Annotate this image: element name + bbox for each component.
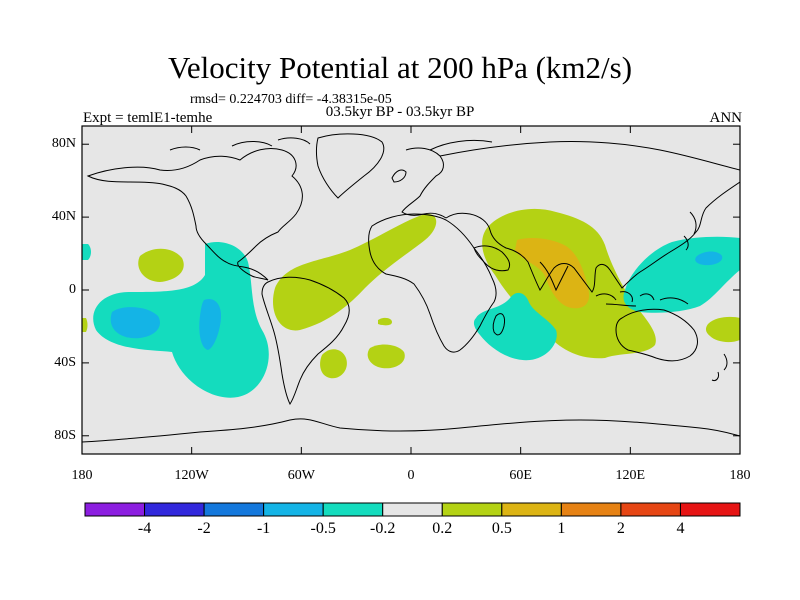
colorbar-label: -0.2 <box>370 520 396 537</box>
colorbar-swatch <box>560 502 622 517</box>
lon-label: 60E <box>509 468 532 483</box>
colorbar-swatch <box>441 502 503 517</box>
colorbar-swatch <box>679 502 741 517</box>
experiment-label: Expt = temlE1-temhe <box>83 110 213 126</box>
colorbar-label: -0.5 <box>310 520 336 537</box>
colorbar-swatch <box>501 502 562 517</box>
contour-fill-southern-indian-negative <box>473 292 557 361</box>
lat-label: 0 <box>69 282 76 297</box>
coastlines <box>82 133 740 443</box>
contour-fill-south-asia-core <box>515 238 590 309</box>
colorbar-label: -4 <box>137 520 152 537</box>
coast-india <box>539 261 569 292</box>
coast-asia <box>439 140 740 293</box>
contour-fill-south-atlantic-small <box>367 344 405 369</box>
contour-fill-north-pacific-positive <box>138 248 184 282</box>
contour-fill-dateline-positive <box>82 318 88 332</box>
contour-fill-eastern-pacific-core <box>199 298 222 350</box>
coast-south-america <box>261 276 350 405</box>
colorbar-label: -1 <box>256 520 271 537</box>
contour-fill-west-pacific-core <box>695 251 723 266</box>
lat-label: 40S <box>54 354 76 370</box>
plot-title: Velocity Potential at 200 hPa (km2/s) <box>167 50 633 85</box>
contour-fill-atlantic-positive <box>272 213 437 331</box>
coast-africa <box>368 213 497 353</box>
coast-arabia <box>473 245 511 272</box>
contour-fills <box>82 208 740 398</box>
coast-maritime-continent <box>595 291 689 307</box>
contour-fill-pacific-core <box>110 307 160 339</box>
coast-north-america <box>86 147 303 281</box>
lat-label: 40N <box>51 209 76 225</box>
colorbar-label: 0.5 <box>491 520 512 537</box>
coast-madagascar <box>492 313 505 336</box>
contour-fill-atlantic-small-blob <box>378 317 392 326</box>
season-label: ANN <box>709 110 743 126</box>
lon-label: 180 <box>729 468 751 483</box>
colorbar-swatch <box>84 502 146 517</box>
contour-fill-south-atlantic-positive <box>320 349 347 379</box>
coast-japan <box>683 211 697 251</box>
lat-label: 80S <box>54 427 76 443</box>
lon-label: 0 <box>407 468 415 483</box>
coast-new-zealand <box>711 353 728 381</box>
lat-label: 80N <box>51 136 76 152</box>
colorbar-swatch <box>382 502 443 517</box>
colorbar-swatch <box>144 502 205 517</box>
colorbar-label: 4 <box>676 520 685 537</box>
contour-fill-pacific-negative <box>93 242 269 398</box>
contour-fill-dateline-negative <box>82 244 91 260</box>
colorbar-swatch <box>620 502 681 517</box>
coast-arctic-islands <box>169 137 311 151</box>
colorbar-label: 0.2 <box>432 520 453 537</box>
lon-label: 180 <box>71 468 93 483</box>
lon-label: 120W <box>174 468 209 483</box>
stats-line: rmsd= 0.224703 diff= -4.38315e-05 <box>190 92 392 107</box>
coast-greenland <box>316 133 385 199</box>
colorbar-label: -2 <box>197 520 211 537</box>
coast-antarctica <box>82 418 740 443</box>
colorbar <box>84 502 741 517</box>
map-ticks <box>81 126 741 454</box>
colorbar-swatch <box>322 502 384 517</box>
lon-label: 60W <box>287 468 315 483</box>
colorbar-label: 1 <box>557 520 566 537</box>
lon-label: 120E <box>615 468 646 483</box>
colorbar-swatch <box>263 502 324 517</box>
coast-australia <box>615 308 698 362</box>
period-label: 03.5kyr BP - 03.5kyr BP <box>325 104 475 120</box>
contour-fill-tasman-positive <box>705 316 740 343</box>
colorbar-label: 2 <box>616 520 625 537</box>
colorbar-swatch <box>203 502 265 517</box>
